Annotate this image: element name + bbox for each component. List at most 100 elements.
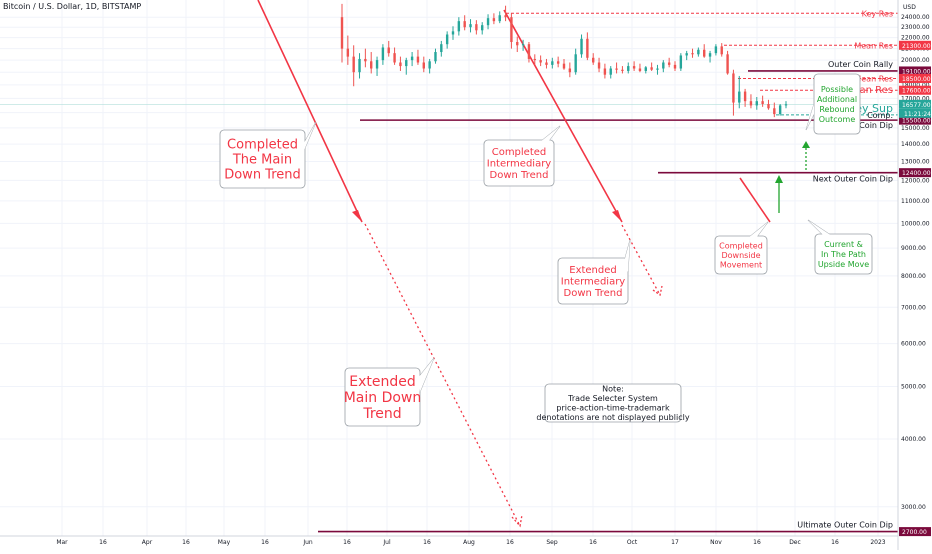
current-path-callout-line: Current & [824, 240, 863, 249]
price-tick-label: 6000.00 [901, 341, 926, 348]
extended-main-arrowhead [511, 514, 523, 528]
candle-body [574, 54, 577, 73]
candle-body [428, 61, 431, 69]
price-tag [899, 73, 931, 83]
candle-body [381, 47, 385, 61]
candle-body [352, 56, 355, 73]
time-tick-label: Nov [710, 539, 722, 546]
extended-intermediary-callout: Extended Intermediary Down Trend [557, 239, 631, 305]
main-down-trend-line [257, 0, 363, 223]
note-callout-line: price-action-time-trademark [556, 404, 670, 413]
price-tick-label: 23000.00 [901, 24, 930, 31]
price-tag [899, 168, 931, 178]
price-tag-label: 12400.00 [902, 170, 931, 177]
price-tag-label: 16577.00 [902, 102, 931, 109]
candle-body [703, 49, 706, 57]
candle-body [749, 101, 753, 106]
rebound-arrowhead [802, 141, 810, 148]
possible-rebound-callout-text: Possible Additional Rebound Outcome [817, 85, 857, 124]
extended-intermediary-callout-line: Down Trend [564, 288, 623, 299]
candle-body [732, 73, 735, 103]
candle-body [510, 17, 513, 43]
completed-downside-callout-line: Downside [721, 251, 760, 260]
candle-body [405, 60, 408, 67]
extended-main-callout-pointer-fill [418, 358, 434, 392]
candle-body [440, 44, 443, 53]
candle-body [650, 67, 653, 70]
candle-body [726, 54, 729, 74]
price-tick-label: 20000.00 [901, 57, 930, 64]
countdown-tag [899, 108, 931, 118]
candle-body [481, 25, 484, 31]
price-tick-label: 10000.00 [901, 220, 930, 227]
note-callout-line: denotations are not displayed publicly [536, 413, 689, 422]
candle-body [632, 66, 636, 69]
candle-body [475, 24, 478, 31]
candle-body [521, 44, 525, 46]
time-tick-label: 16 [423, 539, 431, 546]
candle-body [469, 24, 472, 28]
candle-body [364, 58, 367, 62]
extended-intermediary-callout-line: Intermediary [561, 277, 626, 288]
price-tag-label: 18500.00 [902, 76, 931, 83]
time-tick-label: Jul [382, 539, 391, 546]
extended-intermediary-callout-box [557, 257, 629, 305]
candle-body [451, 31, 455, 35]
downside-move-line [739, 177, 771, 223]
outer-coin-rally-label: Outer Coin Rally [828, 60, 893, 69]
completed-intermediary-callout-line: Intermediary [487, 159, 552, 170]
candle-body [393, 53, 396, 63]
candle-body [346, 48, 350, 57]
extended-main-callout: Extended Main Down Trend [344, 357, 435, 427]
time-tick-label: Jun [302, 539, 313, 546]
extended-main-callout-line: Trend [362, 406, 401, 422]
candle-body [358, 58, 361, 73]
candle-body [539, 60, 542, 63]
time-tick-label: Sep [546, 539, 558, 546]
completed-main-trend-callout-line: Down Trend [224, 168, 301, 183]
note-callout-text: Note: Trade Selecter System price-action-t… [536, 385, 689, 423]
candle-body [516, 42, 519, 46]
price-tag-label: 15500.00 [902, 118, 931, 125]
completed-intermediary-callout: Completed Intermediary Down Trend [483, 125, 561, 187]
time-tick-label: Mar [56, 539, 68, 546]
mean-res-label: Mean Res [854, 74, 893, 83]
price-tag [899, 527, 931, 537]
candle-body [387, 47, 390, 54]
candlesticks [340, 3, 788, 118]
time-tick-label: 16 [99, 539, 107, 546]
time-tick-label: 16 [506, 539, 514, 546]
time-tick-label: 16 [589, 539, 597, 546]
time-tick-label: 2023 [870, 539, 885, 546]
current-path-callout-text: Current & In The Path Upside Move [818, 240, 869, 269]
price-tag-label: 2700.00 [902, 529, 927, 536]
candle-body [662, 62, 665, 69]
note-callout-line: Note: [602, 385, 624, 394]
completed-intermediary-callout-pointer-fill [540, 126, 560, 142]
candle-body [743, 91, 747, 102]
price-tick-label: 22000.00 [901, 35, 930, 42]
time-tick-label: 16 [753, 539, 761, 546]
candle-body [738, 91, 741, 103]
candle-body [714, 46, 718, 54]
candle-body [656, 68, 659, 70]
candle-body [445, 34, 449, 45]
intermediary-trend-arrowhead [612, 210, 622, 222]
price-tag [899, 66, 931, 76]
price-tag-label: 17600.00 [902, 88, 931, 95]
time-tick-label: 16 [261, 539, 269, 546]
candle-body [708, 53, 712, 57]
price-tick-label: 7000.00 [901, 304, 926, 311]
candle-body [720, 46, 723, 55]
candle-body [621, 69, 624, 71]
completed-main-trend-callout-pointer-fill [300, 122, 316, 160]
candle-body [422, 62, 425, 69]
possible-rebound-callout-line: Possible [821, 85, 853, 94]
possible-rebound-callout-pointer-fill [806, 104, 814, 130]
next-outer-coin-dip-label: Next Outer Coin Dip [813, 175, 893, 184]
candle-body [673, 64, 677, 69]
price-tick-label: 24000.00 [901, 14, 930, 21]
